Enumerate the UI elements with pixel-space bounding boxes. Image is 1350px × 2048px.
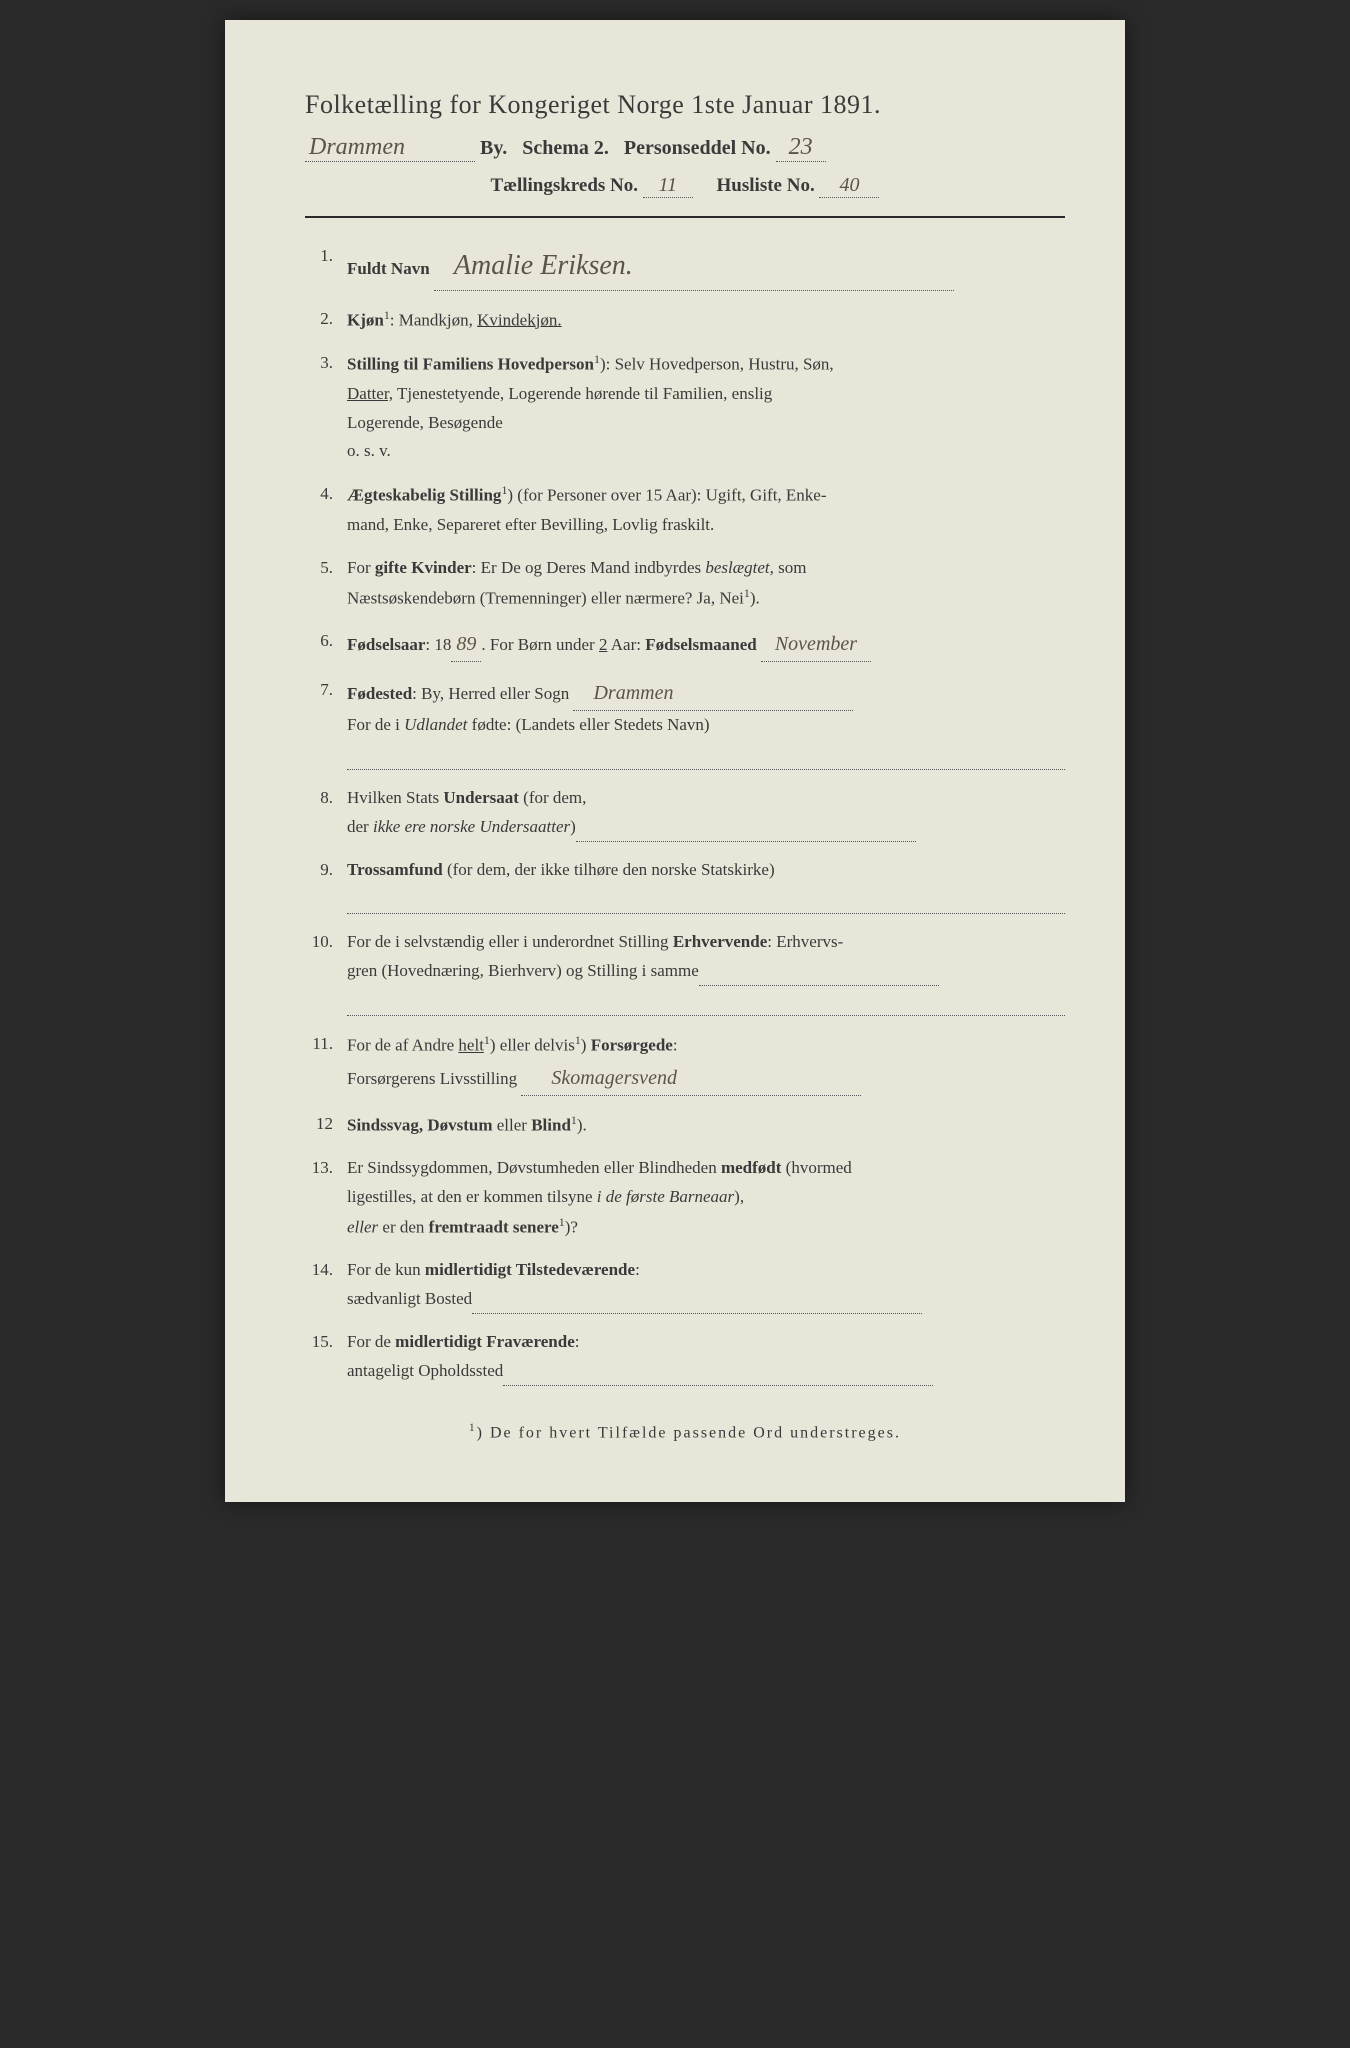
full-name-value: Amalie Eriksen. <box>454 250 633 281</box>
item-num: 3. <box>305 349 347 466</box>
personseddel-label: Personseddel No. <box>624 137 771 159</box>
birthplace: Drammen <box>593 682 673 704</box>
birth-year: 89 <box>456 633 476 655</box>
fodselsaar-label: Fødselsaar <box>347 635 425 654</box>
item-7: 7. Fødested: By, Herred eller Sogn Dramm… <box>305 676 1065 770</box>
item-num: 6. <box>305 627 347 662</box>
dotted-blank <box>347 746 1065 770</box>
birth-month: November <box>775 633 857 655</box>
aegteskab-label: Ægteskabelig Stilling <box>347 486 501 505</box>
census-form-page: Folketælling for Kongeriget Norge 1ste J… <box>225 20 1125 1502</box>
item-num: 12 <box>305 1110 347 1141</box>
item-3: 3. Stilling til Familiens Hovedperson1):… <box>305 349 1065 466</box>
item-num: 14. <box>305 1256 347 1314</box>
subtitle-row-2: Tællingskreds No. 11 Husliste No. 40 <box>305 174 1065 198</box>
personseddel-no: 23 <box>789 134 813 160</box>
stilling-label: Stilling til Familiens Hovedperson <box>347 355 594 374</box>
dotted-blank <box>472 1294 922 1314</box>
provider-occupation: Skomagersvend <box>551 1067 677 1089</box>
item-num: 5. <box>305 554 347 613</box>
item-5: 5. For gifte Kvinder: Er De og Deres Man… <box>305 554 1065 613</box>
item-4: 4. Ægteskabelig Stilling1) (for Personer… <box>305 480 1065 539</box>
item-2: 2. Kjøn1: Mandkjøn, Kvindekjøn. <box>305 305 1065 336</box>
by-label: By. <box>480 137 507 159</box>
dotted-blank <box>347 992 1065 1016</box>
dotted-blank <box>699 966 939 986</box>
item-num: 4. <box>305 480 347 539</box>
subtitle-row-1: Drammen By. Schema 2. Personseddel No. 2… <box>305 134 1065 162</box>
item-10: 10. For de i selvstændig eller i underor… <box>305 928 1065 1016</box>
fodested-label: Fødested <box>347 684 412 703</box>
item-num: 10. <box>305 928 347 1016</box>
item-num: 1. <box>305 242 347 291</box>
dotted-blank <box>503 1366 933 1386</box>
item-12: 12 Sindssvag, Døvstum eller Blind1). <box>305 1110 1065 1141</box>
footnote: 1) De for hvert Tilfælde passende Ord un… <box>305 1422 1065 1442</box>
taellingskreds-label: Tællingskreds No. <box>491 175 638 196</box>
kvindekjon: Kvindekjøn. <box>477 310 562 329</box>
main-title: Folketælling for Kongeriget Norge 1ste J… <box>305 90 1065 120</box>
item-15: 15. For de midlertidigt Fraværende: anta… <box>305 1328 1065 1386</box>
sindssvag-label: Sindssvag, Døvstum <box>347 1115 493 1134</box>
item-9: 9. Trossamfund (for dem, der ikke tilhør… <box>305 856 1065 915</box>
datter: Datter, <box>347 384 393 403</box>
item-num: 13. <box>305 1154 347 1242</box>
fuldt-navn-label: Fuldt Navn <box>347 259 430 278</box>
item-num: 2. <box>305 305 347 336</box>
item-num: 9. <box>305 856 347 915</box>
dotted-blank <box>347 891 1065 915</box>
form-header: Folketælling for Kongeriget Norge 1ste J… <box>305 90 1065 198</box>
schema-label: Schema 2. <box>522 137 609 159</box>
husliste-no: 40 <box>839 174 859 196</box>
husliste-label: Husliste No. <box>717 175 815 196</box>
item-num: 8. <box>305 784 347 842</box>
item-13: 13. Er Sindssygdommen, Døvstumheden elle… <box>305 1154 1065 1242</box>
item-14: 14. For de kun midlertidigt Tilstedevære… <box>305 1256 1065 1314</box>
taellingskreds-no: 11 <box>659 174 678 196</box>
item-6: 6. Fødselsaar: 1889. For Børn under 2 Aa… <box>305 627 1065 662</box>
item-num: 15. <box>305 1328 347 1386</box>
item-num: 7. <box>305 676 347 770</box>
city-name: Drammen <box>309 134 405 160</box>
item-11: 11. For de af Andre helt1) eller delvis1… <box>305 1030 1065 1096</box>
item-num: 11. <box>305 1030 347 1096</box>
kjon-label: Kjøn <box>347 310 384 329</box>
item-1: 1. Fuldt Navn Amalie Eriksen. <box>305 242 1065 291</box>
header-divider <box>305 216 1065 218</box>
trossamfund-label: Trossamfund <box>347 860 443 879</box>
dotted-blank <box>576 821 916 841</box>
item-8: 8. Hvilken Stats Undersaat (for dem, der… <box>305 784 1065 842</box>
